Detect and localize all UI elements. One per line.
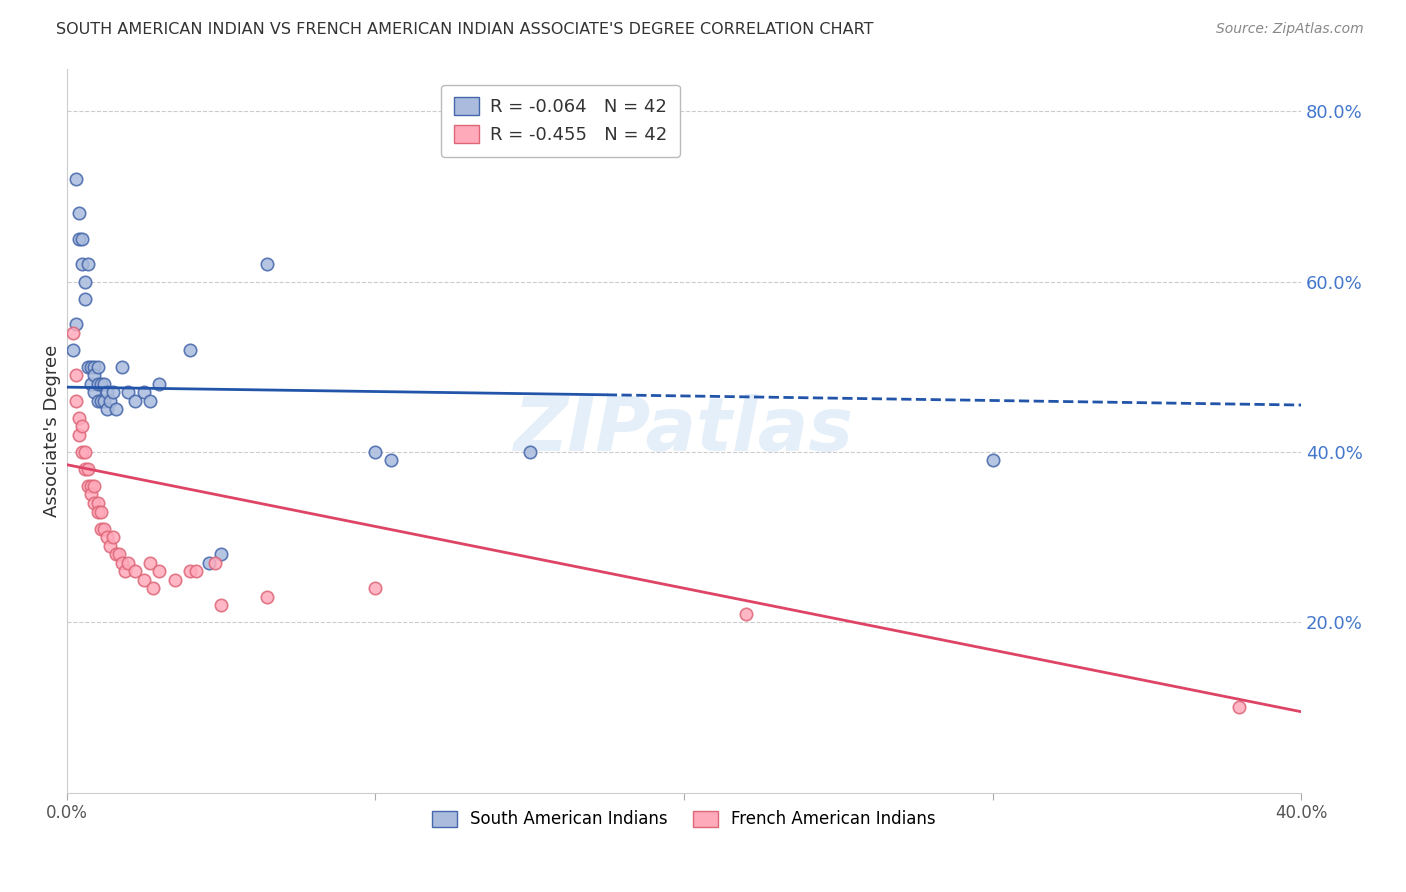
Point <box>117 556 139 570</box>
Point <box>86 359 108 374</box>
Point <box>364 445 387 459</box>
Point <box>86 504 108 518</box>
Point <box>65 393 87 408</box>
Point <box>93 376 115 391</box>
Point <box>209 547 232 561</box>
Point <box>148 564 170 578</box>
Point <box>124 393 146 408</box>
Point <box>98 539 121 553</box>
Point <box>101 385 124 400</box>
Point <box>75 275 97 289</box>
Point <box>80 479 103 493</box>
Point <box>256 590 278 604</box>
Point <box>96 402 118 417</box>
Point <box>114 564 136 578</box>
Point <box>70 232 93 246</box>
Text: SOUTH AMERICAN INDIAN VS FRENCH AMERICAN INDIAN ASSOCIATE'S DEGREE CORRELATION C: SOUTH AMERICAN INDIAN VS FRENCH AMERICAN… <box>56 22 873 37</box>
Point <box>148 376 170 391</box>
Point <box>124 564 146 578</box>
Point <box>80 376 103 391</box>
Point <box>139 556 162 570</box>
Point <box>62 343 84 357</box>
Point <box>86 376 108 391</box>
Text: Source: ZipAtlas.com: Source: ZipAtlas.com <box>1216 22 1364 37</box>
Legend: South American Indians, French American Indians: South American Indians, French American … <box>425 804 942 835</box>
Point <box>132 573 155 587</box>
Point <box>98 393 121 408</box>
Point <box>80 487 103 501</box>
Point <box>179 564 201 578</box>
Point <box>77 257 100 271</box>
Point <box>204 556 226 570</box>
Point <box>209 599 232 613</box>
Point <box>380 453 402 467</box>
Point <box>65 317 87 331</box>
Point <box>1229 700 1251 714</box>
Point <box>65 172 87 186</box>
Text: ZIPatlas: ZIPatlas <box>515 394 853 467</box>
Point <box>83 479 105 493</box>
Point <box>86 393 108 408</box>
Point <box>83 368 105 383</box>
Y-axis label: Associate's Degree: Associate's Degree <box>44 344 60 516</box>
Point <box>65 368 87 383</box>
Point <box>77 479 100 493</box>
Point <box>179 343 201 357</box>
Point <box>101 530 124 544</box>
Point <box>83 385 105 400</box>
Point <box>80 359 103 374</box>
Point <box>364 581 387 595</box>
Point <box>111 556 134 570</box>
Point <box>77 359 100 374</box>
Point <box>139 393 162 408</box>
Point <box>734 607 756 621</box>
Point <box>105 402 128 417</box>
Point <box>93 393 115 408</box>
Point <box>90 504 112 518</box>
Point <box>83 496 105 510</box>
Point <box>77 462 100 476</box>
Point <box>105 547 128 561</box>
Point <box>256 257 278 271</box>
Point <box>111 359 134 374</box>
Point <box>67 410 90 425</box>
Point <box>142 581 165 595</box>
Point <box>70 419 93 434</box>
Point <box>96 530 118 544</box>
Point <box>132 385 155 400</box>
Point <box>96 385 118 400</box>
Point <box>519 445 541 459</box>
Point <box>83 359 105 374</box>
Point <box>67 427 90 442</box>
Point <box>70 445 93 459</box>
Point <box>75 292 97 306</box>
Point <box>90 522 112 536</box>
Point <box>67 232 90 246</box>
Point <box>62 326 84 340</box>
Point <box>186 564 208 578</box>
Point <box>90 393 112 408</box>
Point <box>981 453 1004 467</box>
Point <box>67 206 90 220</box>
Point <box>70 257 93 271</box>
Point <box>197 556 219 570</box>
Point <box>108 547 131 561</box>
Point <box>163 573 186 587</box>
Point <box>86 496 108 510</box>
Point <box>90 376 112 391</box>
Point <box>117 385 139 400</box>
Point <box>75 462 97 476</box>
Point <box>75 445 97 459</box>
Point <box>93 522 115 536</box>
